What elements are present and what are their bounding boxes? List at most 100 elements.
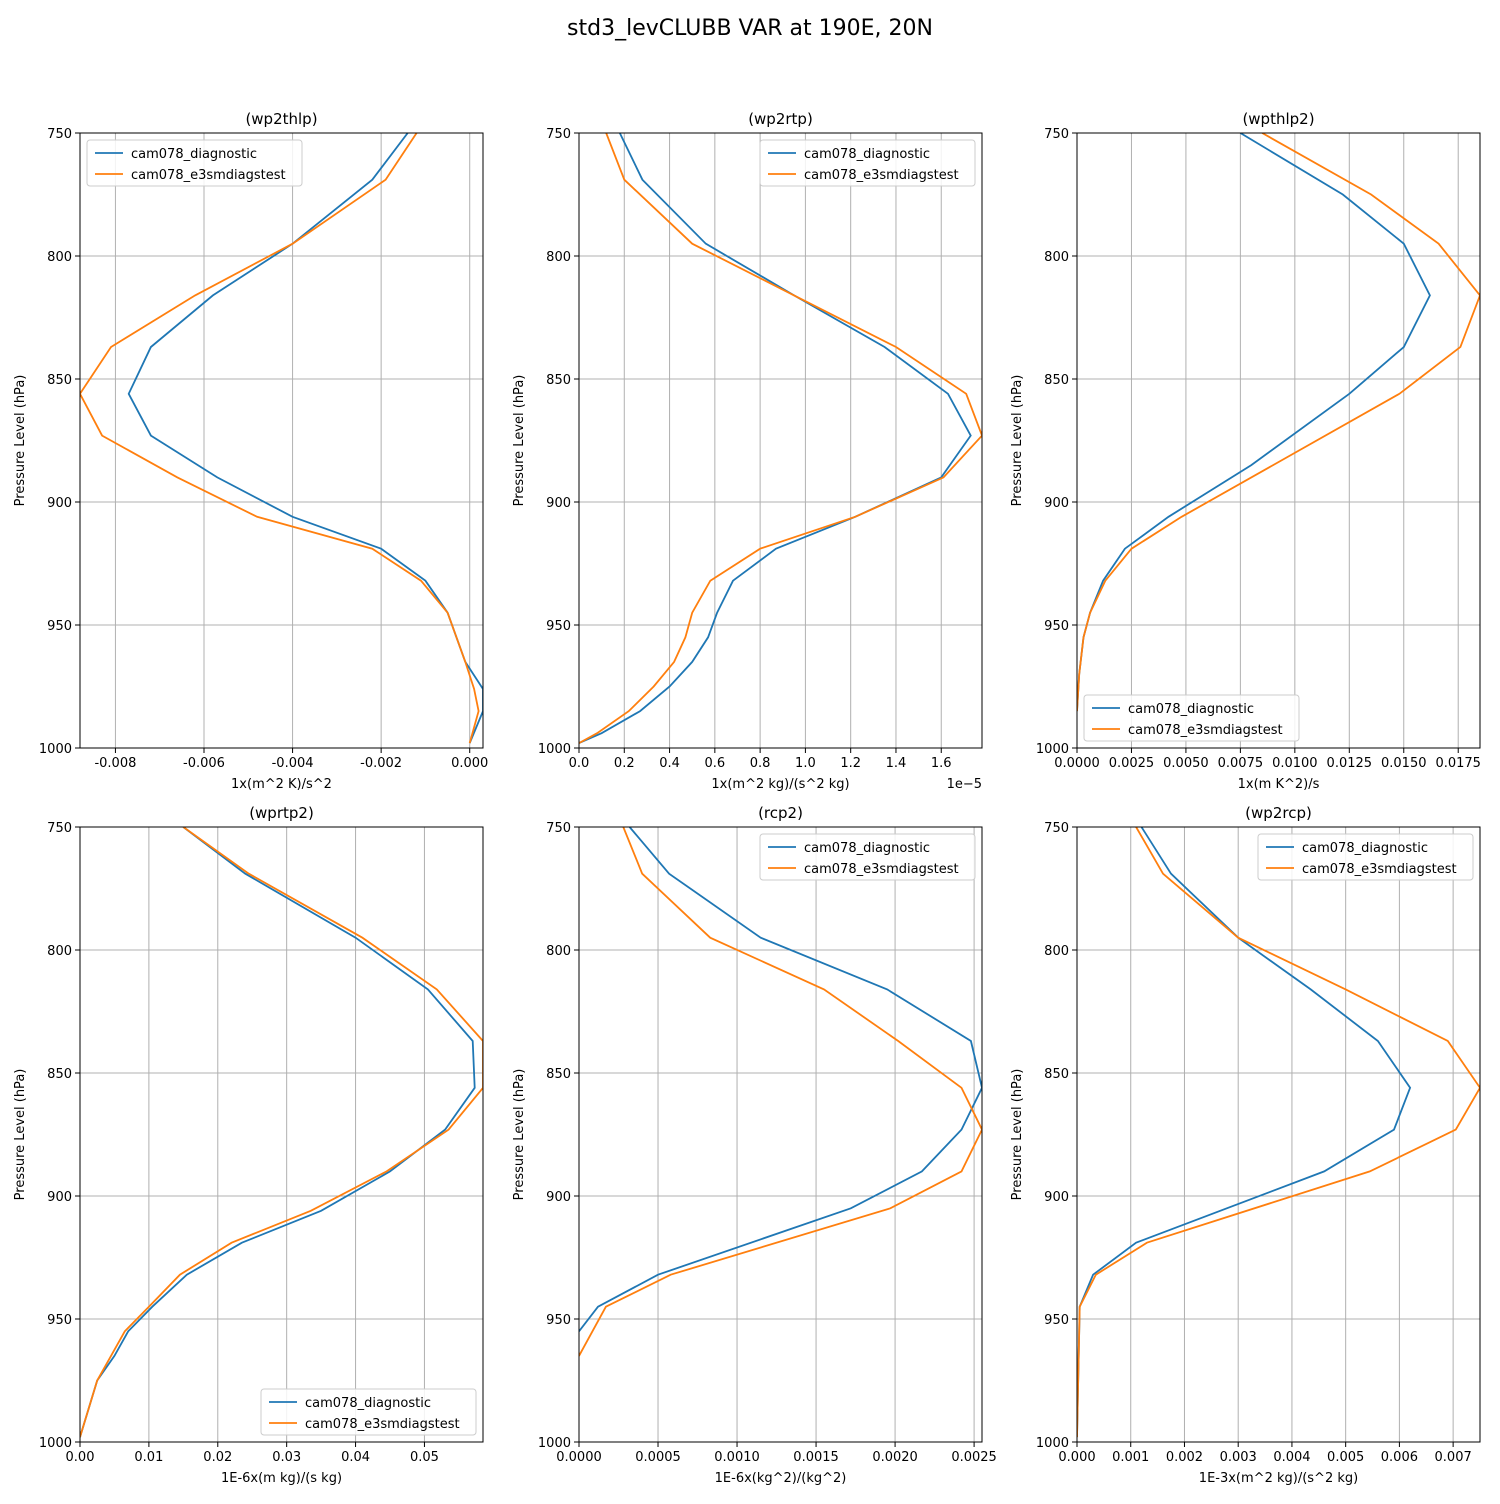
- y-axis-label: Pressure Level (hPa): [512, 375, 527, 507]
- legend-box: [260, 1388, 477, 1436]
- series-line-1: [80, 827, 476, 1438]
- y-tick-label: 750: [1044, 127, 1069, 142]
- legend-entry: cam078_diagnostic: [1128, 702, 1254, 717]
- legend-box: [1083, 694, 1300, 742]
- legend: cam078_diagnostic cam078_e3smdiagstest: [759, 139, 976, 187]
- y-tick-label: 900: [546, 1190, 571, 1205]
- y-tick-label: 800: [47, 944, 72, 959]
- y-axis-label: Pressure Level (hPa): [512, 1069, 527, 1201]
- x-tick-label: 0.0000: [556, 1450, 602, 1465]
- x-tick-label: 0.0010: [714, 1450, 760, 1465]
- x-axis-label: 1x(m^2 kg)/(s^2 kg): [711, 777, 849, 792]
- legend-entry: cam078_diagnostic: [804, 147, 930, 162]
- y-tick-label: 800: [47, 250, 72, 265]
- x-tick-label: 0.0000: [1054, 756, 1100, 771]
- x-tick-label: 0.0175: [1435, 756, 1481, 771]
- y-tick-label: 1000: [538, 1436, 571, 1451]
- legend-entry: cam078_e3smdiagstest: [804, 862, 959, 877]
- subplot-wprtp2: 0.00 0.01 0.02 0.03 0.04 0.05 750 800 850 900 950 1…: [13, 804, 484, 1486]
- y-tick-label: 950: [1044, 1313, 1069, 1328]
- y-tick-label: 900: [1044, 1190, 1069, 1205]
- x-tick-label: 0.2: [614, 756, 635, 771]
- subplot-wp2rtp: 0.0 0.2 0.4 0.6 0.8 1.0 1.2 1.4 1.6 750 800 850 900 9…: [512, 110, 983, 792]
- series-line-1: [1077, 133, 1431, 712]
- x-tick-label: 0.05: [410, 1450, 439, 1465]
- series-line-2: [80, 827, 483, 1438]
- x-tick-label: 0.005: [1327, 1450, 1364, 1465]
- x-axis-label: 1E-3x(m^2 kg)/(s^2 kg): [1199, 1471, 1358, 1486]
- subplot-title: (rcp2): [758, 804, 803, 822]
- x-tick-label: 0.0025: [1109, 756, 1155, 771]
- legend: cam078_diagnostic cam078_e3smdiagstest: [1083, 694, 1300, 742]
- y-tick-label: 850: [47, 373, 72, 388]
- legend: cam078_diagnostic cam078_e3smdiagstest: [1257, 833, 1474, 881]
- y-tick-label: 900: [546, 496, 571, 511]
- y-tick-label: 850: [546, 373, 571, 388]
- x-tick-label: 0.0015: [793, 1450, 839, 1465]
- x-offset-text: 1e−5: [947, 777, 982, 792]
- x-tick-label: 0.0075: [1218, 756, 1264, 771]
- y-tick-label: 900: [47, 1190, 72, 1205]
- y-tick-label: 950: [546, 619, 571, 634]
- y-tick-label: 1000: [39, 1436, 72, 1451]
- x-tick-label: 0.0125: [1327, 756, 1373, 771]
- legend-entry: cam078_diagnostic: [1302, 841, 1428, 856]
- x-tick-label: 0.02: [203, 1450, 232, 1465]
- y-tick-label: 1000: [1036, 742, 1069, 757]
- legend-box: [759, 139, 976, 187]
- x-tick-label: 1.2: [840, 756, 861, 771]
- series-line-2: [579, 133, 982, 744]
- x-tick-label: 0.000: [451, 756, 488, 771]
- x-axis-label: 1E-6x(kg^2)/(kg^2): [715, 1471, 847, 1486]
- x-tick-label: 1.0: [795, 756, 816, 771]
- y-tick-label: 1000: [39, 742, 72, 757]
- axes-frame: [79, 826, 484, 1443]
- x-tick-label: 0.007: [1435, 1450, 1472, 1465]
- y-axis-label: Pressure Level (hPa): [1010, 1069, 1025, 1201]
- x-tick-label: 0.0: [569, 756, 590, 771]
- series-line-1: [579, 827, 982, 1332]
- x-tick-label: 0.0050: [1163, 756, 1209, 771]
- x-tick-label: 0.04: [341, 1450, 370, 1465]
- y-tick-label: 800: [1044, 250, 1069, 265]
- subplot-title: (wp2rcp): [1245, 804, 1312, 822]
- x-axis-label: 1E-6x(m kg)/(s kg): [221, 1471, 342, 1486]
- subplot-rcp2: 0.0000 0.0005 0.0010 0.0015 0.0020 0.0025 750 8…: [512, 804, 997, 1486]
- subplot-wpthlp2: 0.0000 0.0025 0.0050 0.0075 0.0100 0.0125 0.01…: [1010, 110, 1481, 792]
- axes-frame: [578, 826, 983, 1443]
- legend: cam078_diagnostic cam078_e3smdiagstest: [86, 139, 303, 187]
- legend-entry: cam078_diagnostic: [804, 841, 930, 856]
- legend-box: [1257, 833, 1474, 881]
- x-tick-label: 0.01: [134, 1450, 163, 1465]
- x-tick-label: 1.6: [931, 756, 952, 771]
- x-tick-label: 0.00: [66, 1450, 95, 1465]
- y-tick-label: 850: [1044, 373, 1069, 388]
- x-tick-label: 0.001: [1112, 1450, 1149, 1465]
- y-axis-label: Pressure Level (hPa): [13, 375, 28, 507]
- y-tick-label: 750: [546, 127, 571, 142]
- x-tick-label: 0.003: [1220, 1450, 1257, 1465]
- y-tick-label: 750: [47, 127, 72, 142]
- x-tick-label: 0.002: [1166, 1450, 1203, 1465]
- x-tick-label: -0.006: [183, 756, 225, 771]
- legend-box: [759, 833, 976, 881]
- legend-entry: cam078_e3smdiagstest: [804, 168, 959, 183]
- legend: cam078_diagnostic cam078_e3smdiagstest: [260, 1388, 477, 1436]
- legend-entry: cam078_e3smdiagstest: [305, 1417, 460, 1432]
- legend-entry: cam078_e3smdiagstest: [1302, 862, 1457, 877]
- legend-box: [86, 139, 303, 187]
- y-tick-label: 900: [47, 496, 72, 511]
- x-tick-label: 0.000: [1058, 1450, 1095, 1465]
- y-tick-label: 800: [1044, 944, 1069, 959]
- series-line-1: [1077, 827, 1412, 1438]
- subplot-wp2rcp: 0.000 0.001 0.002 0.003 0.004 0.005 0.006 0.007…: [1010, 804, 1481, 1486]
- series-line-1: [579, 133, 972, 744]
- series-line-2: [80, 133, 480, 744]
- axes-frame: [578, 132, 983, 749]
- x-tick-label: 0.0100: [1272, 756, 1318, 771]
- legend-entry: cam078_diagnostic: [131, 147, 257, 162]
- x-tick-label: 0.03: [272, 1450, 301, 1465]
- x-tick-label: 1.4: [886, 756, 907, 771]
- legend-entry: cam078_diagnostic: [305, 1396, 431, 1411]
- y-tick-label: 950: [47, 619, 72, 634]
